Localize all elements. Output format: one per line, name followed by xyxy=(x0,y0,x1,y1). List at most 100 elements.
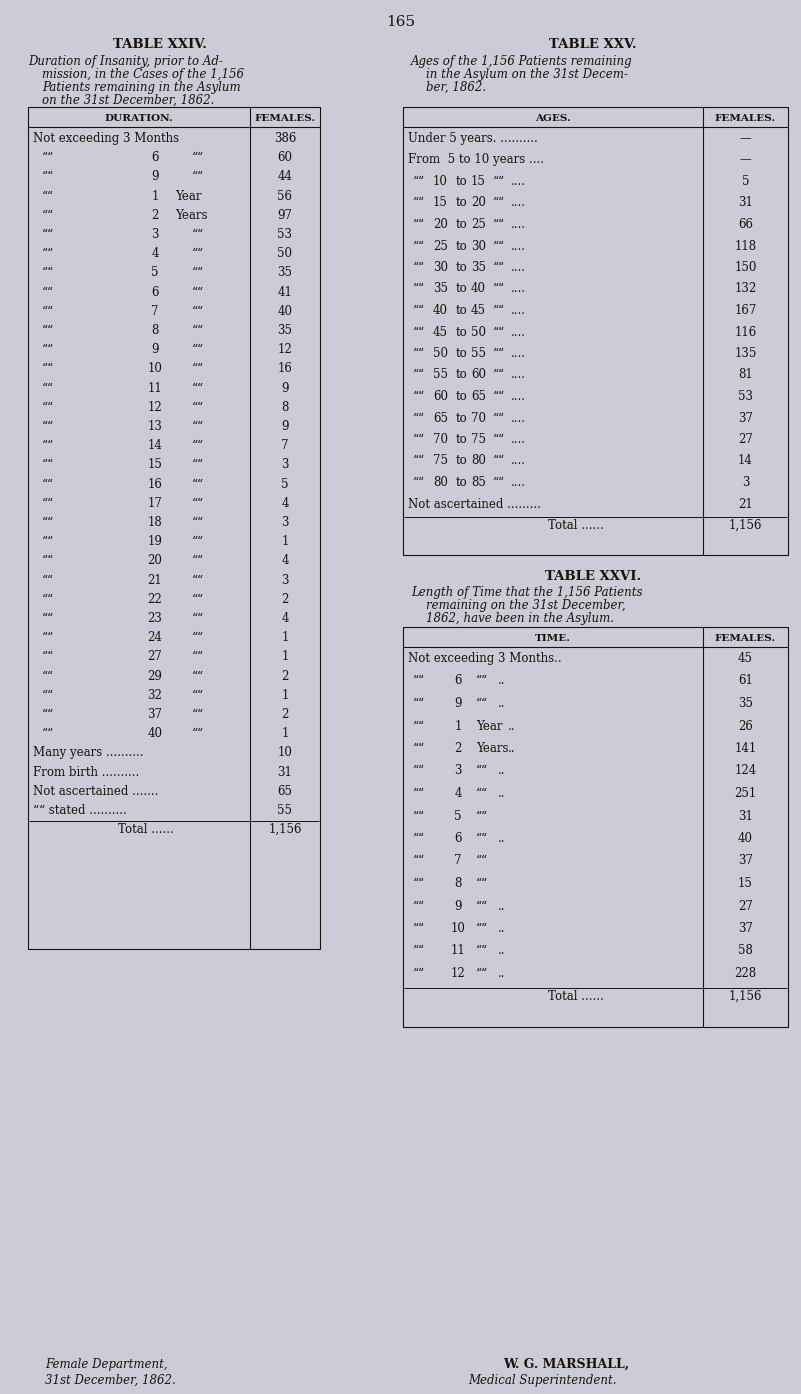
Text: ““: ““ xyxy=(476,764,488,778)
Text: 45: 45 xyxy=(738,652,753,665)
Text: Total ......: Total ...... xyxy=(548,519,604,533)
Text: ““: ““ xyxy=(42,478,54,491)
Text: to: to xyxy=(456,434,468,446)
Text: —: — xyxy=(739,153,751,166)
Text: ““: ““ xyxy=(476,945,488,958)
Text: 30: 30 xyxy=(433,261,448,275)
Text: 1,156: 1,156 xyxy=(729,990,763,1002)
Text: FEMALES.: FEMALES. xyxy=(715,634,776,643)
Text: 11: 11 xyxy=(147,382,163,395)
Text: ....: .... xyxy=(511,390,526,403)
Text: Years: Years xyxy=(175,209,207,222)
Text: 14: 14 xyxy=(738,454,753,467)
Text: 3: 3 xyxy=(281,573,288,587)
Text: ..: .. xyxy=(498,945,505,958)
Text: 81: 81 xyxy=(739,368,753,382)
Text: ..: .. xyxy=(498,832,505,845)
Text: 10: 10 xyxy=(450,921,465,935)
Text: 60: 60 xyxy=(433,390,448,403)
Text: 1: 1 xyxy=(454,719,461,732)
Text: to: to xyxy=(456,240,468,252)
Text: 31: 31 xyxy=(278,765,292,779)
Text: 55: 55 xyxy=(433,368,448,382)
Text: ““: ““ xyxy=(42,689,54,701)
Text: ““: ““ xyxy=(413,390,425,403)
Text: ““: ““ xyxy=(192,343,204,357)
Text: ““: ““ xyxy=(413,347,425,360)
Text: 70: 70 xyxy=(433,434,448,446)
Text: ““: ““ xyxy=(42,420,54,434)
Text: From  5 to 10 years ....: From 5 to 10 years .... xyxy=(408,153,544,166)
Text: 9: 9 xyxy=(151,170,159,184)
Text: ““: ““ xyxy=(413,475,425,489)
Text: 12: 12 xyxy=(278,343,292,357)
Text: ““: ““ xyxy=(413,434,425,446)
Text: to: to xyxy=(456,475,468,489)
Text: ““: ““ xyxy=(476,921,488,935)
Text: ““: ““ xyxy=(413,697,425,710)
Text: ““: ““ xyxy=(192,247,204,261)
Text: 3: 3 xyxy=(281,516,288,528)
Text: 40: 40 xyxy=(738,832,753,845)
Text: 20: 20 xyxy=(147,555,163,567)
Text: 27: 27 xyxy=(738,899,753,913)
Text: 50: 50 xyxy=(471,326,486,339)
Text: ““ stated ..........: ““ stated .......... xyxy=(33,804,127,817)
Text: ..: .. xyxy=(498,921,505,935)
Text: ““: ““ xyxy=(42,382,54,395)
Text: ““: ““ xyxy=(192,516,204,528)
Text: ““: ““ xyxy=(42,209,54,222)
Text: 35: 35 xyxy=(471,261,486,275)
Text: ““: ““ xyxy=(413,326,425,339)
Text: 65: 65 xyxy=(277,785,292,797)
Bar xyxy=(28,107,320,949)
Text: ““: ““ xyxy=(192,170,204,184)
Text: ““: ““ xyxy=(476,675,488,687)
Text: 124: 124 xyxy=(735,764,757,778)
Text: 32: 32 xyxy=(147,689,163,701)
Text: ““: ““ xyxy=(413,304,425,316)
Text: 21: 21 xyxy=(739,498,753,510)
Text: 4: 4 xyxy=(281,612,288,625)
Text: 75: 75 xyxy=(471,434,486,446)
Text: ....: .... xyxy=(511,304,526,316)
Text: FEMALES.: FEMALES. xyxy=(255,114,316,123)
Text: 1: 1 xyxy=(281,689,288,701)
Text: 40: 40 xyxy=(471,283,486,296)
Text: ““: ““ xyxy=(192,496,204,510)
Text: 80: 80 xyxy=(471,454,486,467)
Text: 10: 10 xyxy=(433,176,448,188)
Text: ....: .... xyxy=(511,240,526,252)
Text: 12: 12 xyxy=(451,967,465,980)
Text: 17: 17 xyxy=(147,496,163,510)
Text: ““: ““ xyxy=(42,708,54,721)
Text: ....: .... xyxy=(511,475,526,489)
Text: 27: 27 xyxy=(147,651,163,664)
Text: 7: 7 xyxy=(454,855,461,867)
Text: Not exceeding 3 Months: Not exceeding 3 Months xyxy=(33,132,179,145)
Text: 6: 6 xyxy=(151,286,159,298)
Text: ....: .... xyxy=(511,283,526,296)
Text: TABLE XXV.: TABLE XXV. xyxy=(549,38,637,52)
Text: ““: ““ xyxy=(493,434,505,446)
Text: ““: ““ xyxy=(192,420,204,434)
Text: 31: 31 xyxy=(738,810,753,822)
Text: ““: ““ xyxy=(413,411,425,425)
Text: to: to xyxy=(456,217,468,231)
Text: ““: ““ xyxy=(192,459,204,471)
Text: 10: 10 xyxy=(278,746,292,760)
Text: ““: ““ xyxy=(493,326,505,339)
Text: ““: ““ xyxy=(42,573,54,587)
Text: 3: 3 xyxy=(151,229,159,241)
Bar xyxy=(403,627,788,1027)
Text: ““: ““ xyxy=(192,362,204,375)
Text: 4: 4 xyxy=(454,788,461,800)
Text: ““: ““ xyxy=(413,855,425,867)
Text: Female Department,: Female Department, xyxy=(45,1358,167,1372)
Bar xyxy=(403,107,788,555)
Text: ..: .. xyxy=(498,675,505,687)
Text: 60: 60 xyxy=(471,368,486,382)
Text: 50: 50 xyxy=(277,247,292,261)
Text: 97: 97 xyxy=(277,209,292,222)
Text: 70: 70 xyxy=(471,411,486,425)
